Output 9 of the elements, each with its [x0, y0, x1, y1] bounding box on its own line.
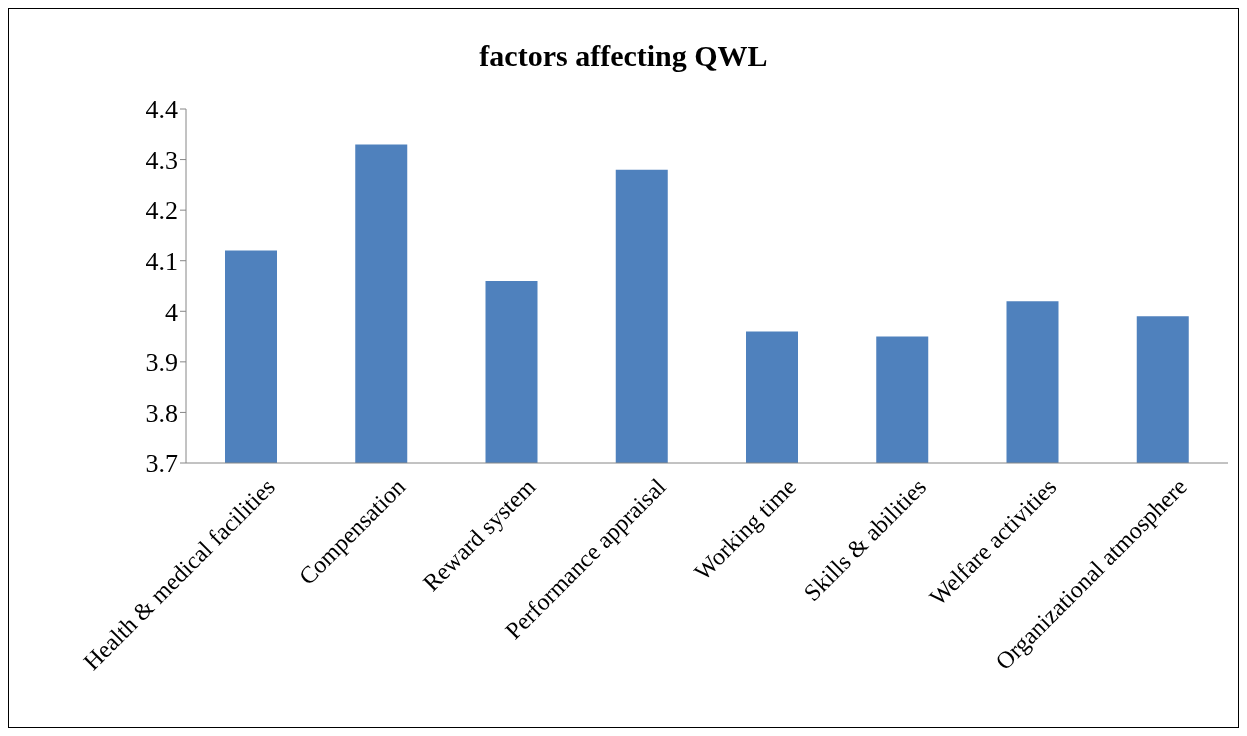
y-tick-label: 4.2: [145, 196, 178, 226]
chart-title: factors affecting QWL: [478, 39, 769, 73]
y-tick-label: 4.1: [145, 246, 178, 276]
y-tick-label: 4.3: [145, 145, 178, 175]
y-tick-label: 3.8: [145, 398, 178, 428]
y-tick-label: 4: [165, 297, 178, 327]
y-tick-label: 3.7: [145, 449, 178, 479]
y-tick-label: 4.4: [145, 95, 178, 125]
y-tick-label: 3.9: [145, 348, 178, 378]
